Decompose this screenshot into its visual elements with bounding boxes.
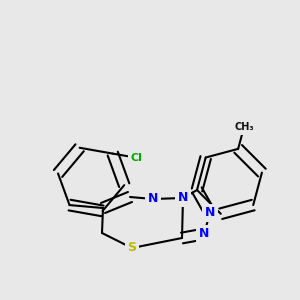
Text: N: N [178, 191, 188, 205]
Text: N: N [205, 206, 215, 220]
Text: N: N [199, 227, 209, 241]
Text: Cl: Cl [130, 153, 142, 163]
Text: CH₃: CH₃ [234, 122, 254, 132]
Text: S: S [128, 242, 136, 254]
Text: N: N [148, 193, 158, 206]
